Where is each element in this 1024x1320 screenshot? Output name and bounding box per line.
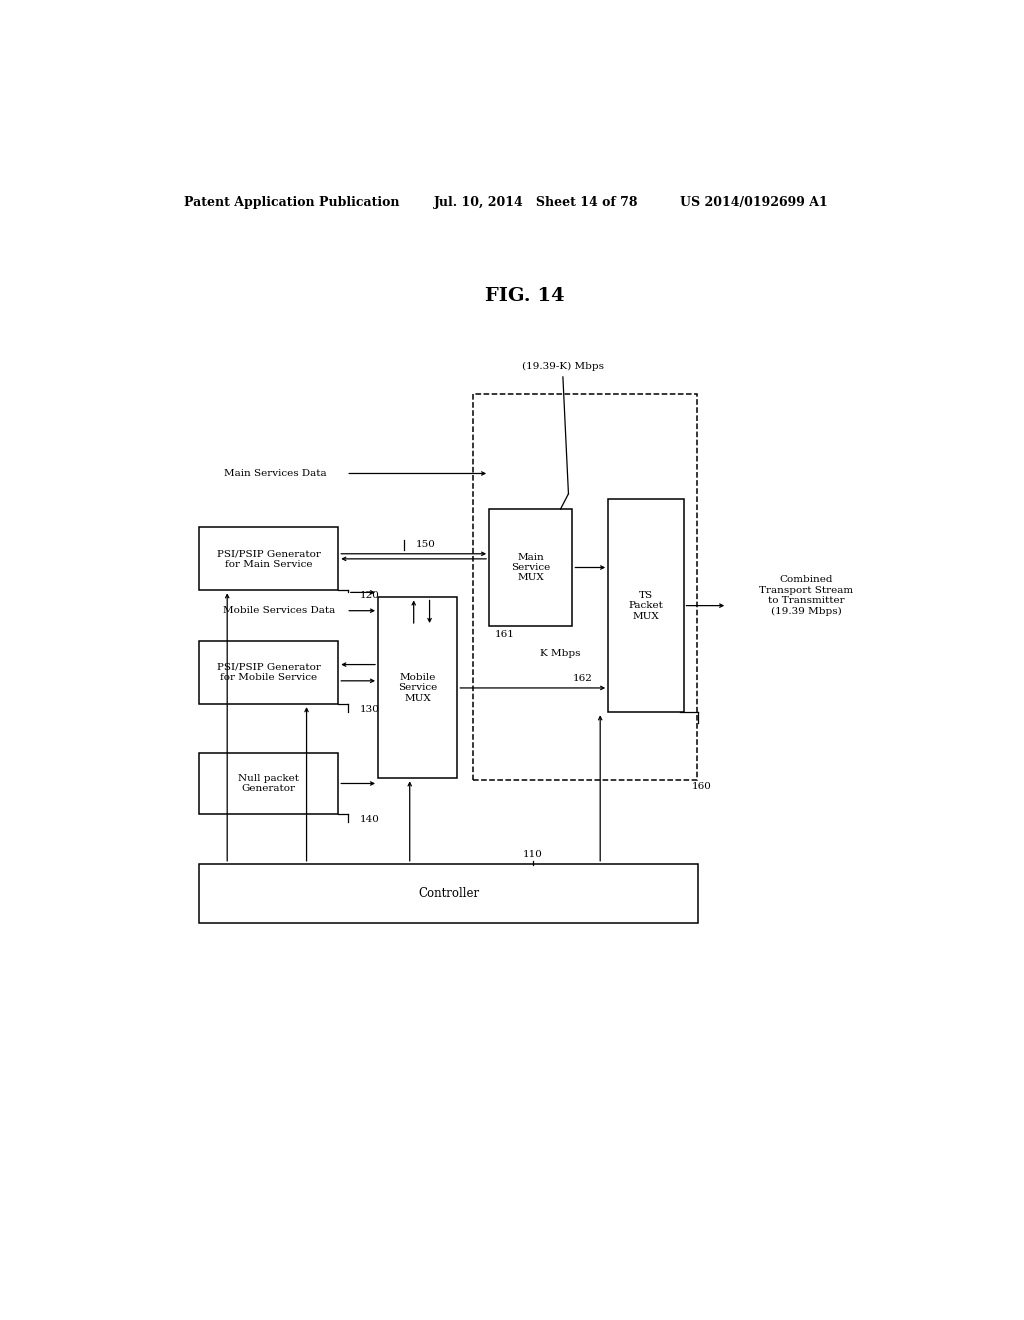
Text: 120: 120 (359, 591, 380, 601)
Text: 140: 140 (359, 814, 380, 824)
Bar (378, 598, 458, 779)
Text: Main Services Data: Main Services Data (223, 469, 326, 478)
Text: Combined
Transport Stream
to Transmitter
(19.39 Mbps): Combined Transport Stream to Transmitter… (759, 576, 853, 615)
Text: Patent Application Publication: Patent Application Publication (183, 195, 399, 209)
Text: PSI/PSIP Generator
for Mobile Service: PSI/PSIP Generator for Mobile Service (217, 663, 321, 682)
Bar (200, 528, 338, 590)
Text: Null packet
Generator: Null packet Generator (239, 774, 299, 793)
Text: Controller: Controller (418, 887, 479, 900)
Text: Mobile Services Data: Mobile Services Data (222, 606, 335, 615)
Bar (608, 499, 683, 713)
Text: (19.39-K) Mbps: (19.39-K) Mbps (522, 362, 604, 371)
Bar (489, 510, 572, 626)
Bar (473, 395, 697, 780)
Text: 160: 160 (691, 781, 712, 791)
Bar (200, 642, 338, 704)
Text: 130: 130 (359, 705, 380, 714)
Text: 161: 161 (495, 630, 514, 639)
Text: PSI/PSIP Generator
for Main Service: PSI/PSIP Generator for Main Service (217, 549, 321, 569)
Text: Jul. 10, 2014   Sheet 14 of 78: Jul. 10, 2014 Sheet 14 of 78 (433, 195, 638, 209)
Text: FIG. 14: FIG. 14 (485, 286, 564, 305)
Text: 162: 162 (572, 675, 592, 684)
Text: Main
Service
MUX: Main Service MUX (511, 553, 550, 582)
Text: K Mbps: K Mbps (541, 649, 581, 657)
Bar (200, 752, 338, 814)
Text: US 2014/0192699 A1: US 2014/0192699 A1 (680, 195, 827, 209)
Text: 110: 110 (523, 850, 543, 859)
Text: 150: 150 (416, 540, 436, 549)
Bar (200, 863, 697, 923)
Text: TS
Packet
MUX: TS Packet MUX (629, 591, 664, 620)
Text: Mobile
Service
MUX: Mobile Service MUX (398, 673, 437, 702)
